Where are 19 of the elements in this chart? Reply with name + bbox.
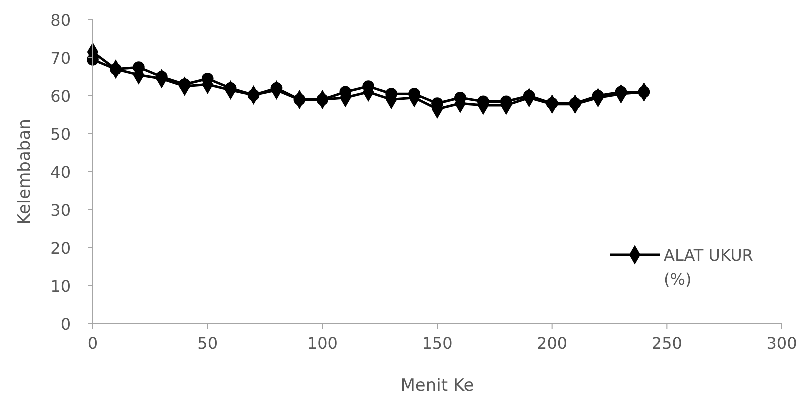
- y-tick-label: 60: [50, 87, 71, 106]
- y-tick-label: 40: [50, 163, 71, 182]
- y-axis-title: Kelembaban: [15, 119, 35, 225]
- y-tick-label: 50: [50, 125, 71, 144]
- y-tick-label: 80: [50, 11, 71, 30]
- y-tick-label: 30: [50, 201, 71, 220]
- legend-label: ALAT UKUR (%): [664, 246, 754, 289]
- x-tick-label: 150: [422, 334, 453, 353]
- x-axis-title: Menit Ke: [400, 376, 474, 396]
- x-tick-label: 250: [652, 334, 682, 353]
- y-tick-label: 20: [50, 239, 71, 258]
- y-tick-label: 70: [50, 49, 71, 68]
- x-tick-label: 200: [537, 334, 568, 353]
- y-tick-label: 10: [50, 277, 71, 296]
- x-tick-label: 0: [88, 334, 98, 353]
- x-tick-label: 100: [307, 334, 338, 353]
- x-tick-label: 300: [766, 334, 798, 353]
- x-tick-label: 50: [198, 334, 218, 353]
- y-tick-label: 0: [60, 315, 71, 334]
